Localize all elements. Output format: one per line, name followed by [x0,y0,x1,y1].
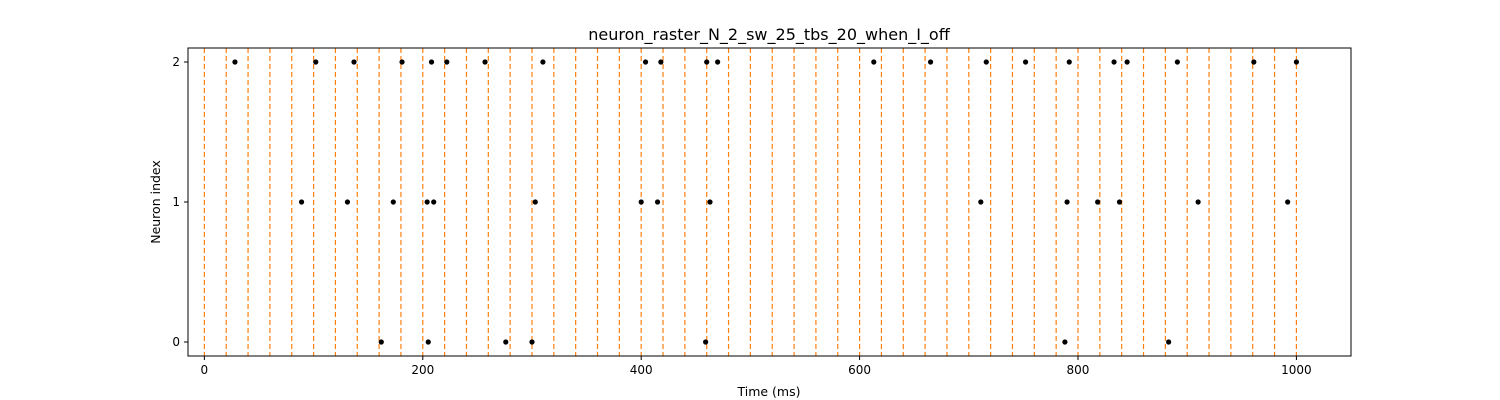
spike-n1-14 [1285,199,1291,205]
spike-n1-6 [638,199,644,205]
x-tick-label-5: 1000 [1281,363,1312,377]
y-axis-label: Neuron index [148,160,163,244]
spike-n1-1 [344,199,351,205]
spike-n2-11 [715,59,721,65]
y-tick-label-1: 1 [172,195,180,209]
vertical-lines-group [203,48,1297,356]
spike-n0-0 [378,339,384,345]
spike-n2-3 [399,59,405,65]
spike-n1-8 [707,199,713,205]
y-tick-label-0: 0 [172,335,180,349]
spike-n2-16 [1066,59,1072,65]
spike-n2-15 [1022,59,1029,65]
spike-n0-4 [703,339,709,345]
spike-n1-9 [978,199,984,205]
spike-n2-12 [871,59,877,65]
spike-n1-13 [1195,199,1201,205]
spike-n1-10 [1064,199,1070,205]
spike-n1-11 [1095,199,1101,205]
spike-n2-2 [351,59,357,65]
x-tick-label-3: 600 [848,363,871,377]
spike-n2-7 [540,59,546,65]
spike-n2-14 [983,59,989,65]
spike-n0-5 [1062,339,1068,345]
x-tick-label-2: 400 [630,363,653,377]
spike-n2-18 [1124,59,1130,65]
spike-n1-4 [431,199,437,205]
spike-n2-13 [927,59,934,65]
x-tick-label-0: 0 [201,363,209,377]
spike-n2-8 [642,59,649,65]
spike-n1-2 [390,199,396,205]
x-tick-label-1: 200 [411,363,434,377]
spike-n2-9 [658,59,664,65]
spike-n2-4 [428,59,435,65]
y-axis-ticks: 0 1 2 [172,55,188,349]
spike-n1-0 [298,199,305,205]
chart-title: neuron_raster_N_2_sw_25_tbs_20_when_I_of… [588,25,950,45]
spike-n2-20 [1251,59,1257,65]
spike-n1-5 [532,199,538,205]
spike-n2-17 [1111,59,1117,65]
spike-n0-1 [425,339,431,345]
x-tick-label-4: 800 [1067,363,1090,377]
spike-n0-6 [1166,339,1172,345]
y-tick-label-2: 2 [172,55,180,69]
spike-n2-6 [482,59,488,65]
x-axis-ticks: 0 200 400 600 800 1000 [201,356,1312,377]
spike-n2-5 [444,59,450,65]
spike-n2-10 [704,59,710,65]
spike-n2-21 [1293,59,1299,65]
spike-n2-1 [313,59,319,65]
spike-n1-3 [424,199,430,205]
spike-n2-0 [232,59,238,65]
spike-n2-19 [1174,59,1180,65]
spike-n0-2 [503,339,509,345]
spike-n0-3 [529,339,535,345]
spike-n1-7 [654,199,661,205]
x-axis-label: Time (ms) [736,384,800,399]
spike-points-group [232,59,1299,345]
spike-n1-12 [1116,199,1123,205]
plot-background [188,48,1351,356]
